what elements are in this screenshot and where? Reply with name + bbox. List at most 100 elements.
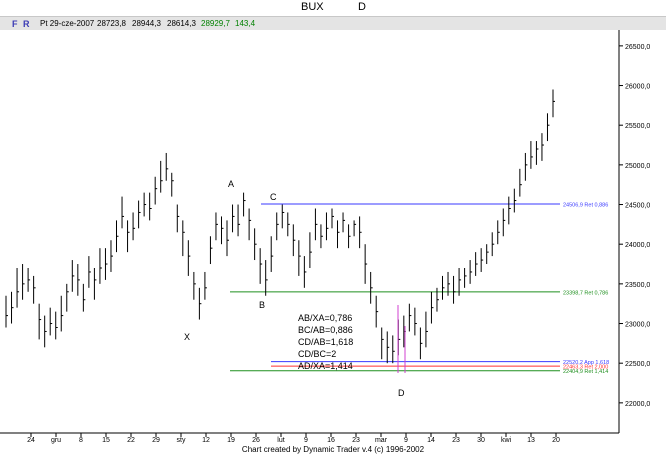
price-bar bbox=[22, 264, 25, 300]
x-tick-label: 29 bbox=[152, 437, 160, 444]
price-bar bbox=[353, 220, 357, 237]
price-bar bbox=[88, 256, 91, 288]
fib-levels: 24506,9 Ret 0,886 23398,7 Ret 0,786 22520,… bbox=[230, 202, 609, 375]
price-bar bbox=[44, 315, 47, 348]
price-bar bbox=[386, 331, 390, 364]
price-bar bbox=[27, 267, 31, 292]
x-tick-label: 19 bbox=[227, 437, 235, 444]
price-bar bbox=[441, 275, 445, 300]
price-bar bbox=[508, 196, 511, 225]
price-bar bbox=[276, 212, 279, 241]
price-bar bbox=[138, 200, 141, 229]
chart-credit: Chart created by Dynamic Trader v.4 (c) … bbox=[241, 445, 425, 454]
period-label: D bbox=[358, 1, 366, 13]
price-chart[interactable]: 22000,0 22500,0 23000,0 23500,0 24000,0 24500… bbox=[0, 30, 666, 444]
price-bar bbox=[104, 248, 108, 280]
y-tick-label: 24000,0 bbox=[625, 242, 650, 249]
price-bar bbox=[497, 220, 500, 245]
price-bar bbox=[33, 275, 36, 304]
price-bar bbox=[132, 212, 136, 241]
x-tick-label: 30 bbox=[477, 437, 485, 444]
price-bar bbox=[143, 192, 147, 217]
price-bar bbox=[226, 220, 230, 257]
ratios-box: AB/XA=0,786 BC/AB=0,886 CD/AB=1,618 CD/B… bbox=[298, 313, 353, 371]
x-tick-label: 13 bbox=[527, 437, 535, 444]
price-bar bbox=[359, 216, 362, 249]
x-axis: 24 gru 8 15 22 29 sty 12 19 26 lut 9 16 23 mar 9 14 23 30 k… bbox=[27, 433, 560, 444]
pattern-label-a: A bbox=[228, 179, 234, 189]
level-label: 23398,7 Ret 0,786 bbox=[563, 290, 608, 296]
ratio-ab-xa: AB/XA=0,786 bbox=[298, 313, 352, 323]
price-bar bbox=[447, 271, 451, 296]
y-tick-label: 23500,0 bbox=[625, 282, 650, 289]
price-bar bbox=[348, 224, 351, 249]
price-bar bbox=[116, 220, 119, 253]
price-bar bbox=[342, 212, 346, 233]
price-bar bbox=[160, 160, 163, 193]
x-tick-label: kwi bbox=[501, 437, 512, 444]
price-bar bbox=[287, 212, 290, 237]
x-tick-label: 8 bbox=[79, 437, 83, 444]
bar-high: 28944,3 bbox=[132, 19, 161, 28]
price-bar bbox=[93, 267, 97, 300]
price-bar bbox=[16, 267, 20, 308]
price-bar bbox=[232, 204, 235, 233]
pattern-label-d: D bbox=[398, 388, 405, 398]
price-bar bbox=[11, 291, 14, 324]
price-bar bbox=[458, 267, 462, 296]
y-tick-label: 22500,0 bbox=[625, 361, 650, 368]
price-bar bbox=[82, 283, 86, 312]
y-tick-label: 24500,0 bbox=[625, 203, 650, 210]
price-bar bbox=[314, 208, 318, 241]
price-bar bbox=[524, 152, 528, 181]
f-toggle-button[interactable]: F bbox=[12, 19, 18, 29]
y-tick-label: 25500,0 bbox=[625, 123, 650, 130]
x-tick-label: gru bbox=[51, 437, 61, 444]
y-tick-label: 26500,0 bbox=[625, 44, 650, 51]
bar-open: 28723,8 bbox=[97, 19, 126, 28]
x-tick-label: 9 bbox=[404, 437, 408, 444]
price-bar bbox=[71, 260, 75, 292]
bar-change: 143,4 bbox=[235, 19, 256, 28]
level-label: 22520,2 App 1,618 bbox=[563, 360, 609, 366]
price-bar bbox=[254, 228, 257, 261]
price-bar bbox=[66, 283, 69, 312]
price-bar bbox=[519, 168, 522, 197]
price-bar bbox=[298, 240, 301, 276]
price-bar bbox=[5, 295, 8, 328]
price-bar bbox=[331, 208, 334, 229]
price-bar bbox=[414, 307, 417, 336]
r-toggle-button[interactable]: R bbox=[23, 19, 30, 29]
title-bar: BUX D bbox=[0, 0, 666, 16]
price-bar bbox=[408, 303, 412, 332]
level-label: 22404,9 Ret 1,414 bbox=[563, 369, 608, 375]
y-axis: 22000,0 22500,0 23000,0 23500,0 24000,0 24500… bbox=[619, 44, 650, 408]
price-bar bbox=[121, 196, 125, 229]
symbol-label: BUX bbox=[301, 1, 324, 13]
price-bar bbox=[453, 275, 456, 304]
pattern-label-b: B bbox=[259, 300, 265, 310]
price-bar bbox=[303, 256, 307, 288]
price-bar bbox=[60, 295, 64, 332]
price-bar bbox=[530, 141, 533, 169]
x-tick-label: 23 bbox=[452, 437, 460, 444]
ratio-bc-ab: BC/AB=0,886 bbox=[298, 325, 353, 335]
price-bar bbox=[220, 216, 224, 245]
price-bar bbox=[154, 176, 158, 205]
price-bar bbox=[320, 224, 323, 249]
price-bars bbox=[5, 89, 555, 364]
price-bar bbox=[491, 232, 495, 257]
price-bar bbox=[419, 327, 423, 360]
level-label: 24506,9 Ret 0,886 bbox=[563, 202, 608, 208]
price-bar bbox=[546, 113, 550, 142]
price-bar bbox=[38, 303, 42, 340]
price-bar bbox=[209, 236, 213, 265]
ratio-ad-xa: AD/XA=1,414 bbox=[298, 361, 353, 371]
y-tick-label: 23000,0 bbox=[625, 322, 650, 329]
price-bar bbox=[309, 232, 312, 268]
bar-low: 28614,3 bbox=[167, 19, 196, 28]
price-bar bbox=[149, 192, 152, 221]
price-bar bbox=[55, 311, 58, 340]
y-tick-label: 26000,0 bbox=[625, 84, 650, 91]
y-tick-label: 22000,0 bbox=[625, 401, 650, 408]
